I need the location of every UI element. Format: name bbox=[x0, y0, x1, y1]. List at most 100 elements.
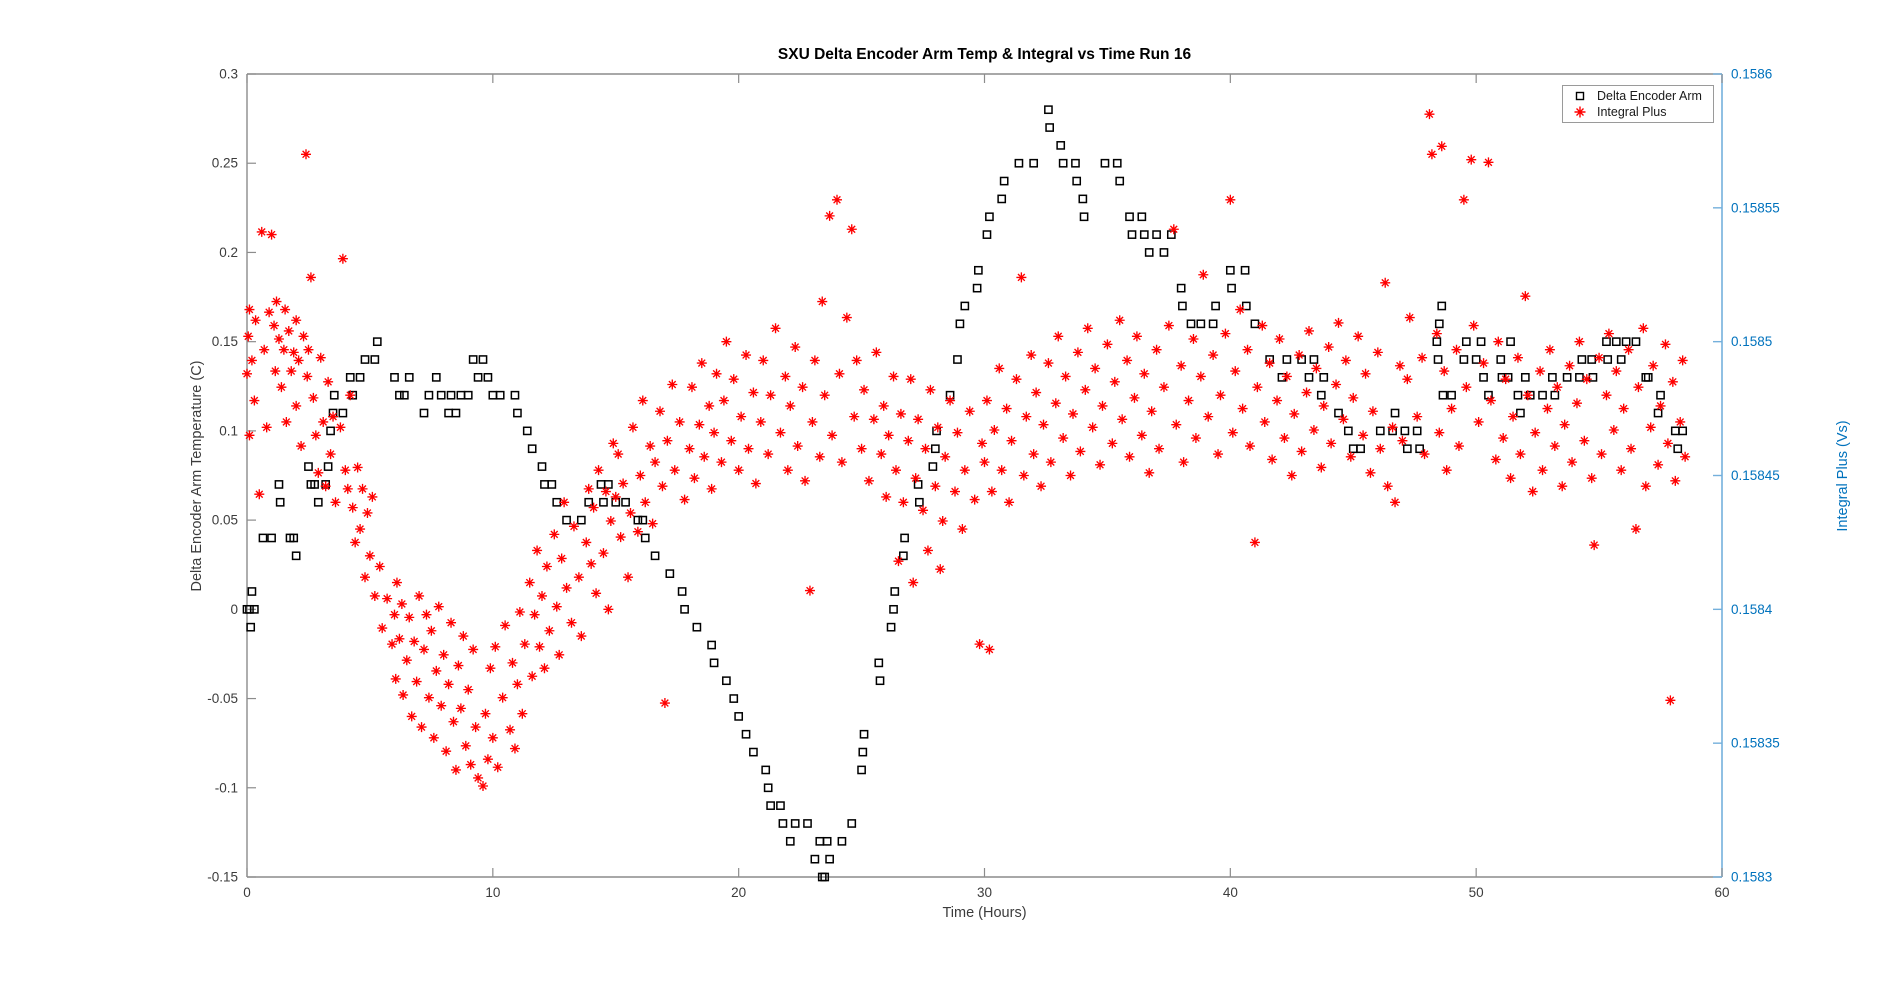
scatter-point bbox=[792, 441, 803, 452]
scatter-point bbox=[972, 283, 982, 293]
scatter-point bbox=[419, 644, 429, 655]
scatter-point bbox=[984, 644, 995, 655]
scatter-point bbox=[1036, 481, 1047, 492]
scatter-point bbox=[1655, 400, 1666, 411]
scatter-point bbox=[1237, 403, 1248, 414]
scatter-point bbox=[659, 698, 670, 709]
scatter-point bbox=[1575, 373, 1584, 382]
scatter-point bbox=[657, 481, 668, 492]
scatter-point bbox=[266, 229, 277, 240]
scatter-point bbox=[250, 315, 261, 326]
scatter-point bbox=[785, 400, 796, 411]
scatter-point bbox=[1250, 319, 1260, 329]
scatter-point bbox=[858, 747, 868, 757]
scatter-point bbox=[1542, 403, 1553, 414]
scatter-point bbox=[1136, 430, 1147, 441]
scatter-point bbox=[889, 604, 898, 614]
scatter-point bbox=[1375, 443, 1386, 454]
scatter-point bbox=[561, 582, 572, 593]
scatter-point bbox=[881, 491, 892, 502]
scatter-point bbox=[1158, 382, 1169, 393]
plot-box bbox=[246, 73, 1723, 878]
scatter-point bbox=[588, 502, 599, 513]
scatter-point bbox=[436, 390, 446, 400]
scatter-point bbox=[1513, 390, 1523, 400]
scatter-point bbox=[291, 315, 302, 326]
scatter-point bbox=[1109, 376, 1120, 387]
scatter-point bbox=[444, 408, 453, 418]
scatter-point bbox=[1225, 194, 1236, 205]
scatter-point bbox=[547, 480, 557, 489]
scatter-point bbox=[985, 212, 994, 222]
scatter-point bbox=[707, 640, 716, 650]
scatter-point bbox=[846, 224, 857, 235]
scatter-point bbox=[369, 590, 380, 601]
scatter-point bbox=[1631, 337, 1641, 347]
scatter-point bbox=[391, 577, 402, 588]
scatter-point bbox=[945, 395, 956, 406]
scatter-point bbox=[1616, 465, 1627, 476]
scatter-point bbox=[1447, 390, 1456, 400]
scatter-point bbox=[766, 801, 775, 810]
scatter-point bbox=[711, 368, 722, 379]
chart-title: SXU Delta Encoder Arm Temp & Integral vs… bbox=[777, 46, 1192, 63]
scatter-point bbox=[960, 301, 970, 311]
scatter-point bbox=[1044, 105, 1053, 115]
scatter-point bbox=[1053, 331, 1064, 342]
scatter-point bbox=[591, 588, 602, 599]
scatter-point bbox=[905, 374, 916, 385]
scatter-point bbox=[817, 296, 828, 307]
scatter-point bbox=[807, 416, 818, 427]
scatter-point bbox=[1404, 312, 1415, 323]
scatter-point bbox=[937, 516, 948, 527]
scatter-point bbox=[1318, 400, 1329, 411]
scatter-point bbox=[522, 426, 532, 436]
scatter-point bbox=[1129, 392, 1140, 403]
scatter-point bbox=[1316, 390, 1326, 400]
scatter-point bbox=[246, 622, 256, 632]
scatter-point bbox=[1544, 344, 1555, 355]
scatter-point bbox=[1301, 387, 1312, 398]
scatter-point bbox=[778, 819, 788, 828]
scatter-point bbox=[785, 836, 795, 846]
scatter-point bbox=[1412, 411, 1423, 422]
scatter-point bbox=[886, 622, 896, 632]
scatter-point bbox=[1356, 444, 1365, 454]
scatter-point bbox=[329, 390, 339, 400]
scatter-point bbox=[1018, 470, 1029, 481]
scatter-point bbox=[1621, 337, 1631, 347]
scatter-point bbox=[1451, 344, 1462, 355]
scatter-point bbox=[640, 533, 650, 543]
scatter-point bbox=[726, 435, 737, 446]
scatter-point bbox=[583, 483, 594, 494]
scatter-point bbox=[273, 333, 284, 344]
scatter-point bbox=[1139, 368, 1150, 379]
scatter-point bbox=[969, 494, 980, 505]
scatter-point bbox=[1296, 446, 1307, 457]
scatter-point bbox=[345, 390, 356, 401]
scatter-point bbox=[1587, 355, 1597, 364]
scatter-point bbox=[1241, 301, 1251, 311]
scatter-point bbox=[662, 435, 673, 446]
scatter-point bbox=[669, 465, 680, 476]
scatter-point bbox=[1516, 408, 1525, 418]
scatter-point bbox=[1367, 406, 1378, 417]
scatter-point bbox=[1453, 441, 1464, 452]
scatter-point bbox=[1602, 337, 1611, 347]
scatter-point bbox=[350, 537, 361, 548]
scatter-point bbox=[303, 344, 314, 355]
scatter-point bbox=[709, 658, 719, 668]
left-y-tick-label: -0.05 bbox=[207, 691, 238, 706]
scatter-point bbox=[568, 521, 579, 532]
scatter-point bbox=[426, 625, 437, 636]
scatter-point bbox=[827, 430, 838, 441]
scatter-point bbox=[556, 553, 567, 564]
scatter-point bbox=[1577, 355, 1587, 364]
scatter-point bbox=[1340, 355, 1351, 366]
scatter-point bbox=[325, 449, 336, 460]
scatter-point bbox=[749, 747, 758, 757]
scatter-point bbox=[1117, 414, 1128, 425]
scatter-point bbox=[1029, 158, 1039, 168]
scatter-point bbox=[539, 663, 550, 674]
scatter-point bbox=[1653, 459, 1664, 470]
